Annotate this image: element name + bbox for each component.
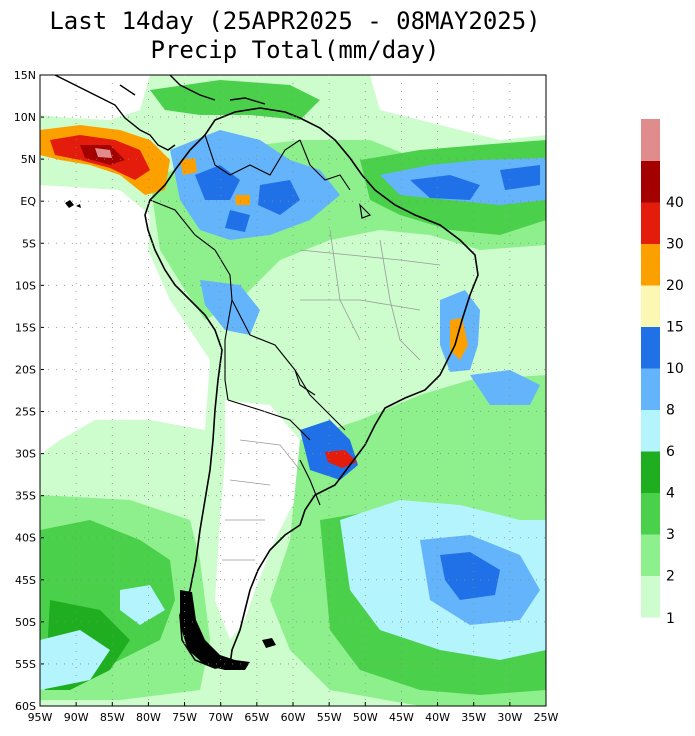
lon-tick-label: 50W (353, 711, 378, 724)
map-title-line2: Precip Total(mm/day) (150, 36, 440, 64)
colorbar-label: 4 (666, 486, 675, 502)
lat-ticks: 15N 10N 5N EQ 5S 10S 15S 20S 25S 30S 35S 40S 45S 50S 5… (14, 69, 546, 713)
lon-ticks: 95W 90W 85W 80W 75W 70W 65W 60W 55W 50W 45W 40W 35W 3… (28, 75, 559, 724)
lon-tick-label: 35W (461, 711, 486, 724)
lon-tick-label: 65W (244, 711, 269, 724)
chile-fjords (180, 590, 250, 670)
lon-tick-label: 70W (208, 711, 233, 724)
lon-tick-label: 55W (317, 711, 342, 724)
colorbar-swatch (641, 492, 660, 535)
colorbar-label: 8 (666, 403, 675, 419)
colorbar-swatch (641, 243, 660, 286)
central-america-coastline (54, 75, 266, 151)
falkland-islands (262, 638, 276, 648)
colorbar-swatch (641, 368, 660, 410)
colorbar-swatch (641, 451, 660, 493)
colorbar-label: 20 (666, 278, 684, 294)
lat-tick-label: 55S (15, 658, 36, 671)
colorbar-label: 3 (666, 527, 675, 543)
dry-area-atlantic (370, 75, 546, 140)
lat-tick-label: 10N (14, 111, 36, 124)
state-borders (222, 229, 441, 561)
colorbar-swatch (641, 326, 660, 369)
lon-tick-label: 25W (534, 711, 559, 724)
colorbar-label: 6 (666, 444, 675, 460)
country-borders (149, 134, 351, 506)
colorbar-label: 30 (666, 237, 684, 253)
lat-tick-label: 5S (22, 237, 36, 250)
lat-tick-label: 10S (15, 279, 36, 292)
colorbar-swatch (641, 119, 660, 161)
south-america-coastline (144, 107, 479, 669)
lon-tick-label: 95W (28, 711, 53, 724)
lat-tick-label: EQ (20, 195, 36, 208)
colorbar-label: 1 (666, 611, 675, 627)
lat-tick-label: 40S (15, 532, 36, 545)
lon-tick-label: 60W (281, 711, 306, 724)
lon-tick-label: 40W (425, 711, 450, 724)
lat-tick-label: 15S (15, 321, 36, 334)
lat-tick-label: 30S (15, 448, 36, 461)
colorbar-swatch (641, 160, 660, 203)
colorbar-swatch (641, 202, 660, 244)
lat-tick-label: 45S (15, 574, 36, 587)
lon-tick-label: 85W (100, 711, 125, 724)
colorbar-swatch (641, 534, 660, 576)
precip-map (40, 75, 546, 706)
lat-tick-label: 25S (15, 406, 36, 419)
lat-tick-label: 50S (15, 616, 36, 629)
lon-tick-label: 75W (172, 711, 197, 724)
lat-tick-label: 20S (15, 363, 36, 376)
colorbar-swatch (641, 409, 660, 452)
map-title-line1: Last 14day (25APR2025 - 08MAY2025) (49, 7, 541, 35)
colorbar-label: 15 (666, 320, 684, 336)
lon-tick-label: 80W (136, 711, 161, 724)
lon-tick-label: 30W (497, 711, 522, 724)
dry-area-pacific (40, 75, 210, 455)
lat-tick-label: 60S (15, 700, 36, 713)
lon-tick-label: 45W (389, 711, 414, 724)
colorbar-swatch (641, 285, 660, 327)
lat-tick-label: 5N (21, 153, 36, 166)
lat-tick-label: 15N (14, 69, 36, 82)
colorbar-label: 10 (666, 361, 684, 377)
colorbar-label: 40 (666, 195, 684, 211)
colorbar-label: 2 (666, 569, 675, 585)
lon-tick-label: 90W (64, 711, 89, 724)
colorbar-swatch (641, 575, 660, 618)
lat-tick-label: 35S (15, 490, 36, 503)
precip-colorbar: 1 2 3 4 6 8 10 15 20 30 40 (641, 119, 684, 627)
